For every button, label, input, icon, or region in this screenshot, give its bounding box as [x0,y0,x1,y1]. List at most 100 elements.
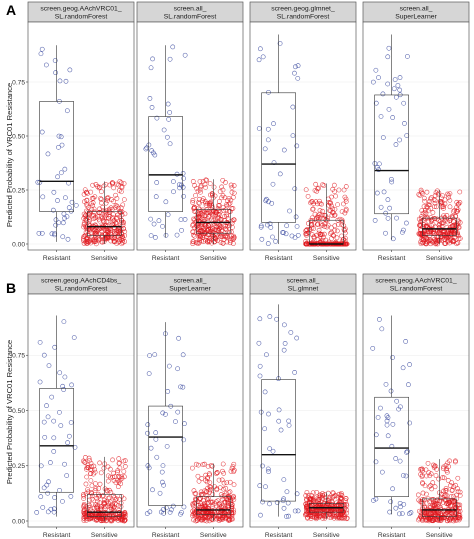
point-sensitive [339,493,345,498]
y-axis-label-a: Predicted Probability of VRC01 Resistanc… [5,83,14,227]
point-resistant [286,418,292,424]
point-sensitive [332,212,338,218]
point-sensitive [96,486,102,491]
point-resistant [398,504,403,510]
x-tick-label: Sensitive [91,532,118,539]
point-sensitive [320,208,325,214]
point-resistant [145,430,150,436]
point-sensitive [342,228,347,233]
point-sensitive [229,504,234,510]
point-sensitive [329,212,335,218]
point-sensitive [220,187,226,193]
point-resistant [400,365,406,371]
point-sensitive [328,506,334,511]
point-resistant [282,341,288,346]
point-sensitive [334,235,340,241]
point-sensitive [441,464,447,470]
point-sensitive [227,479,233,485]
point-sensitive [432,484,438,490]
point-resistant [62,461,67,467]
point-resistant [177,185,183,191]
point-sensitive [199,238,204,244]
x-tick-label: Resistant [378,532,406,539]
point-sensitive [103,212,109,218]
figure-row-a: A Predicted Probability of VRC01 Resista… [5,1,470,262]
point-sensitive [426,470,432,475]
point-sensitive [120,202,126,208]
point-sensitive [419,517,425,522]
point-sensitive [198,189,203,195]
point-resistant [393,142,399,147]
point-sensitive [89,501,95,507]
point-sensitive [338,495,343,501]
point-sensitive [229,504,235,510]
point-sensitive [338,492,344,498]
point-sensitive [100,205,106,210]
point-sensitive [304,241,310,246]
x-tick-label: Sensitive [426,532,453,539]
point-sensitive [216,477,222,483]
point-sensitive [219,184,225,190]
point-sensitive [441,475,447,481]
point-sensitive [457,189,463,195]
point-resistant [64,214,70,220]
point-resistant [256,340,262,346]
point-sensitive [456,511,462,517]
point-sensitive [454,221,460,227]
point-sensitive [205,223,211,229]
point-sensitive [118,205,124,211]
point-sensitive [341,201,346,207]
point-sensitive [332,493,338,499]
point-resistant [69,199,75,205]
facet-panel: screen.all_SL.randomForest Resistant Sensi… [136,1,244,262]
point-resistant [403,473,409,479]
point-sensitive [428,206,434,211]
point-sensitive [99,189,104,195]
point-sensitive [204,479,210,485]
point-sensitive [453,459,458,465]
point-sensitive [211,184,217,190]
point-sensitive [215,206,221,211]
point-resistant [166,363,172,369]
point-sensitive [120,240,126,245]
point-resistant [68,420,74,425]
point-sensitive [81,496,87,501]
point-resistant [401,501,407,507]
point-resistant [258,409,264,415]
point-sensitive [343,241,349,247]
point-sensitive [87,223,93,229]
point-sensitive [102,223,108,229]
point-resistant [265,137,271,143]
point-sensitive [220,497,226,502]
point-resistant [170,503,176,509]
point-sensitive [448,483,453,488]
point-resistant [35,179,41,185]
point-sensitive [210,212,215,217]
point-resistant [41,352,47,358]
point-sensitive [316,499,322,504]
point-sensitive [114,181,120,187]
point-sensitive [423,491,429,497]
point-resistant [258,512,263,518]
point-sensitive [424,473,429,479]
point-resistant [281,505,287,511]
point-sensitive [444,468,450,474]
point-sensitive [337,216,343,222]
point-resistant [59,142,65,148]
point-sensitive [88,471,93,477]
point-resistant [149,105,155,110]
point-sensitive [441,232,447,237]
point-sensitive [317,208,323,213]
point-sensitive [199,491,205,497]
box-iqr [422,217,457,236]
point-resistant [385,433,391,439]
point-resistant [406,382,411,388]
point-resistant [53,70,58,76]
point-sensitive [316,185,322,191]
point-resistant [170,44,176,50]
point-sensitive [310,199,315,204]
point-sensitive [120,220,126,226]
point-resistant [160,223,165,229]
point-sensitive [103,210,109,216]
point-resistant [164,444,170,449]
